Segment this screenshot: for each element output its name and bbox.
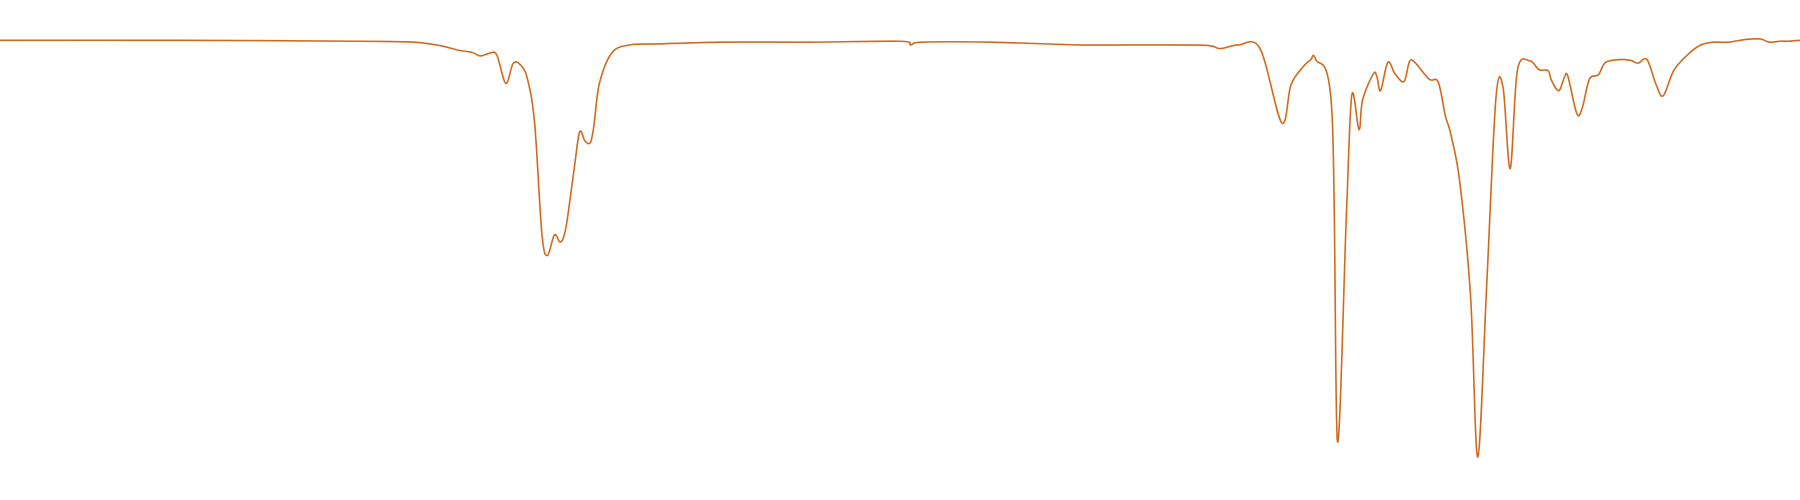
series-line-0 — [0, 37, 1800, 458]
series-layer — [0, 37, 1800, 458]
